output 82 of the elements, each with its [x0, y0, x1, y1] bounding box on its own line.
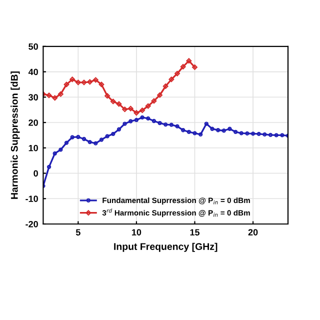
point	[94, 141, 98, 146]
point	[128, 106, 134, 112]
point	[157, 92, 162, 98]
x-tick-label: 15	[190, 229, 200, 236]
y-tick-label: 10	[28, 144, 38, 152]
point	[233, 130, 238, 134]
point	[52, 95, 58, 101]
point	[186, 130, 191, 134]
line-series	[43, 58, 198, 116]
point	[122, 106, 128, 112]
point	[164, 122, 168, 127]
point	[158, 120, 162, 126]
point	[111, 132, 116, 136]
point	[75, 80, 81, 86]
point	[169, 122, 174, 127]
point	[192, 131, 197, 136]
point	[151, 98, 157, 104]
point	[70, 135, 74, 140]
point	[216, 128, 220, 132]
point	[168, 76, 174, 82]
x-axis-title: Input Frequency [GHz]	[114, 242, 218, 252]
point	[140, 108, 145, 114]
point	[116, 101, 122, 107]
point	[280, 133, 284, 138]
point	[76, 134, 80, 140]
point	[228, 126, 232, 131]
y-tick-label: -10	[26, 196, 38, 202]
point	[274, 133, 278, 138]
point	[98, 82, 104, 88]
point	[110, 98, 116, 104]
x-tick-label: 20	[248, 229, 258, 236]
point	[92, 77, 98, 83]
point	[87, 79, 93, 85]
point	[162, 84, 168, 89]
point	[262, 132, 267, 137]
point	[174, 70, 180, 76]
point	[250, 132, 256, 136]
point	[256, 132, 261, 136]
point	[116, 127, 122, 132]
point	[134, 110, 140, 116]
point	[82, 136, 86, 142]
point	[192, 64, 198, 70]
point	[128, 119, 133, 124]
point	[146, 116, 150, 121]
point	[70, 76, 76, 82]
y-tick-label: 30	[28, 94, 38, 101]
point	[104, 93, 110, 99]
y-tick-label: -20	[26, 220, 38, 228]
point	[64, 140, 69, 145]
y-tick-label: 20	[28, 119, 38, 126]
y-tick-label: 40	[28, 68, 38, 76]
point	[105, 134, 110, 138]
y-axis-title: Harmonic Suppression [dB]	[10, 71, 20, 199]
point	[134, 118, 139, 122]
point	[181, 128, 186, 132]
point	[268, 132, 273, 138]
point	[64, 82, 70, 88]
point	[186, 58, 192, 64]
x-tick-label: 5	[76, 229, 80, 236]
y-tick-label: 0	[34, 170, 38, 177]
point	[58, 91, 64, 97]
point	[58, 148, 63, 152]
point	[239, 131, 244, 136]
point	[122, 122, 127, 126]
point	[46, 164, 52, 169]
point	[46, 92, 52, 98]
point	[198, 132, 203, 137]
point	[99, 138, 104, 142]
point	[140, 115, 144, 120]
y-tick-label: 50	[28, 43, 38, 50]
point	[52, 151, 57, 156]
point	[180, 64, 186, 70]
point	[81, 80, 87, 86]
point	[204, 122, 208, 126]
point	[210, 126, 214, 131]
point	[245, 131, 250, 136]
point	[222, 128, 226, 133]
point	[152, 118, 156, 124]
point	[88, 140, 92, 144]
x-tick-label: 10	[132, 229, 142, 236]
point	[145, 103, 151, 109]
point	[175, 124, 180, 128]
